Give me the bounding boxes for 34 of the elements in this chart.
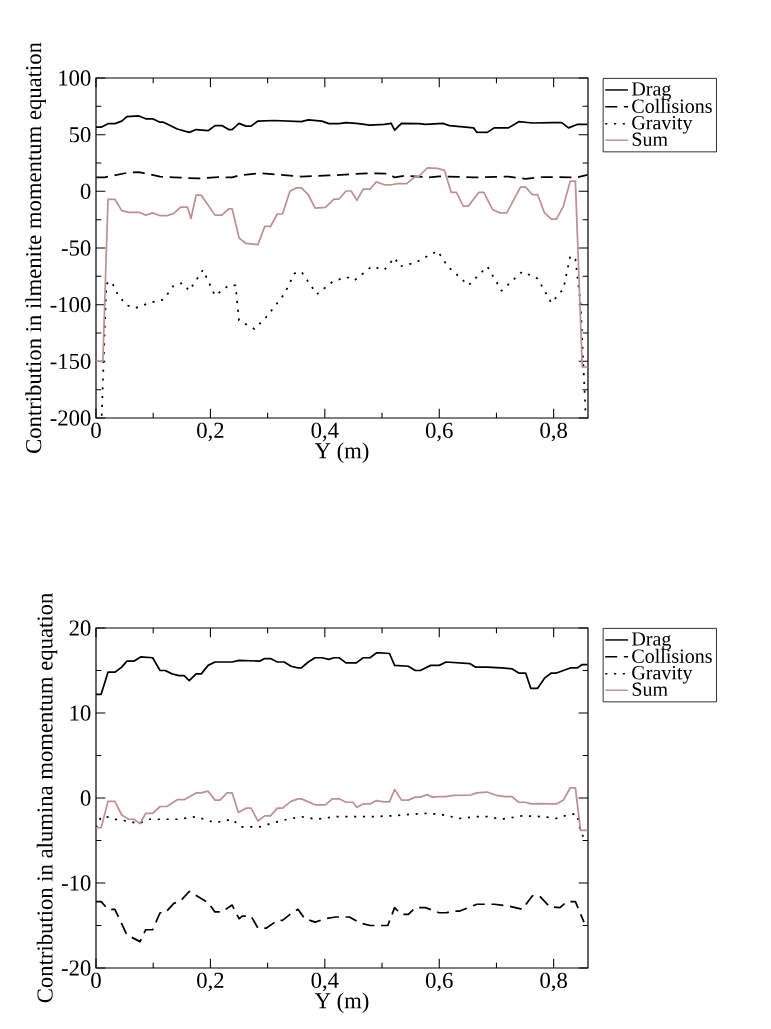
- y-tick-label: 0: [80, 183, 91, 199]
- legend-label: Sum: [632, 682, 668, 697]
- y-tick-label: 100: [59, 70, 91, 86]
- legend-label: Sum: [632, 132, 668, 147]
- x-tick-label: 0,6: [425, 422, 453, 442]
- legend-label: Gravity: [632, 116, 693, 134]
- y-axis-title: Contribution in alumina momentum equation: [36, 593, 58, 1003]
- x-tick-label: 0,4: [311, 972, 339, 992]
- legend-label: Drag: [631, 632, 671, 650]
- y-tick-label: -10: [61, 875, 91, 891]
- line-series: [96, 786, 588, 832]
- y-tick-label: 50: [69, 127, 91, 143]
- line-series: [96, 167, 588, 368]
- legend-label: Collisions: [632, 648, 712, 663]
- x-tick-label: 0,8: [540, 972, 567, 992]
- x-axis-title: Y (m): [314, 992, 369, 1013]
- legend-label: Collisions: [632, 98, 712, 113]
- y-tick-label: 10: [70, 705, 91, 721]
- y-tick-label: -50: [61, 240, 91, 256]
- y-tick-label: -100: [50, 297, 91, 313]
- x-axis-title: Y (m): [314, 442, 369, 463]
- y-tick-label: -200: [50, 410, 91, 426]
- x-tick-label: 0,6: [425, 972, 453, 992]
- legend-label: Gravity: [632, 666, 693, 684]
- x-tick-label: 0,2: [197, 972, 224, 992]
- y-tick-label: 20: [69, 620, 91, 636]
- legend-label: Drag: [631, 82, 671, 100]
- y-tick-label: -20: [61, 960, 91, 976]
- x-tick-label: 0,2: [197, 422, 224, 442]
- y-axis-title: Contribution in ilmenite momentum equation: [25, 42, 46, 453]
- x-tick-label: 0,4: [311, 422, 339, 442]
- y-tick-label: 0: [80, 790, 91, 806]
- y-tick-label: -150: [50, 353, 91, 369]
- x-tick-label: 0,8: [540, 422, 567, 442]
